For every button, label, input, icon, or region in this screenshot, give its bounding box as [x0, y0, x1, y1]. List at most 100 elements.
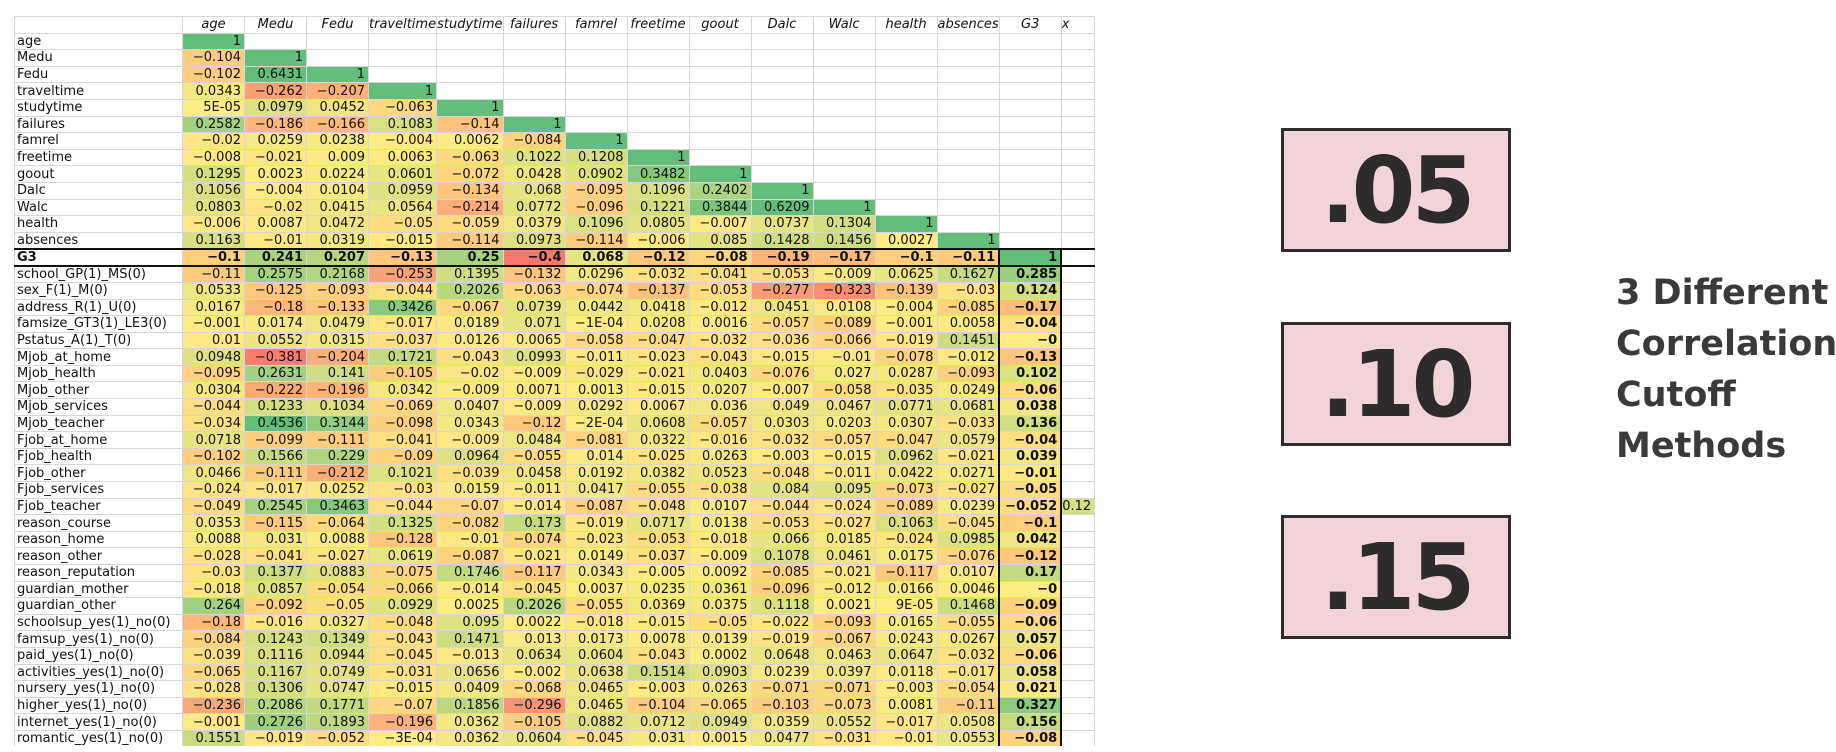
row-label: goout	[14, 165, 183, 183]
heatmap-cell: 0.0428	[502, 165, 566, 183]
empty-cell	[688, 49, 752, 67]
heatmap-cell: 0.12	[1060, 497, 1096, 516]
heatmap-cell: 0.1096	[564, 215, 628, 233]
empty-cell	[564, 65, 628, 84]
heatmap-cell: −0.12	[626, 247, 690, 267]
empty-cell	[1060, 49, 1096, 67]
heatmap-cell: 0.1746	[436, 564, 504, 582]
heatmap-cell: 0.0369	[626, 597, 690, 615]
heatmap-cell: 0.0002	[688, 646, 752, 665]
column-header: age	[182, 16, 245, 34]
heatmap-cell: 0.1349	[306, 630, 369, 648]
empty-cell	[1060, 547, 1096, 565]
heatmap-cell: −0.002	[502, 663, 566, 682]
heatmap-cell: −0.039	[436, 464, 504, 483]
heatmap-cell: 0.0173	[564, 630, 628, 648]
heatmap-cell: −0.11	[936, 696, 1000, 715]
heatmap-cell: 1	[306, 65, 369, 84]
heatmap-cell: −0.125	[244, 281, 307, 300]
heatmap-cell: −0.093	[306, 281, 369, 300]
heatmap-cell: −0.063	[436, 148, 504, 167]
empty-cell	[306, 49, 369, 67]
heatmap-cell: 0.042	[998, 530, 1063, 549]
heatmap-cell: −0.05	[306, 597, 369, 615]
heatmap-cell: 0.0185	[812, 530, 876, 549]
row-label: famsup_yes(1)_no(0)	[14, 630, 183, 648]
heatmap-cell: −0.005	[626, 564, 690, 582]
empty-cell	[367, 49, 438, 67]
heatmap-cell: −0.102	[182, 65, 245, 84]
empty-cell	[1060, 181, 1096, 200]
heatmap-cell: −0.033	[936, 414, 1000, 433]
heatmap-cell: 0.0533	[182, 281, 245, 300]
row-label: Fjob_teacher	[14, 497, 183, 516]
row-label: traveltime	[14, 82, 183, 100]
correlation-table: age Medu Fedu traveltime studytime failures fa…	[14, 16, 1096, 746]
heatmap-cell: 0.241	[244, 247, 307, 267]
heatmap-cell: −0.024	[874, 530, 938, 549]
heatmap-cell: 0.0126	[436, 331, 504, 350]
empty-cell	[874, 148, 938, 167]
heatmap-cell: 0.0962	[874, 447, 938, 466]
heatmap-cell: 0.0067	[626, 398, 690, 416]
heatmap-cell: −0.05	[998, 481, 1063, 499]
row-label: absences	[14, 231, 183, 250]
heatmap-cell: −0.065	[688, 696, 752, 715]
heatmap-cell: 0.1721	[367, 348, 438, 366]
table-row: Medu −0.104 1	[14, 49, 1096, 67]
empty-cell	[436, 65, 504, 84]
heatmap-cell: 0.1395	[436, 265, 504, 283]
heatmap-cell: −0.053	[626, 530, 690, 549]
heatmap-cell: −0.041	[244, 547, 307, 565]
heatmap-cell: 0.25	[436, 247, 504, 267]
heatmap-cell: 0.1163	[182, 231, 245, 250]
heatmap-cell: −0.17	[812, 247, 876, 267]
heatmap-cell: −0.012	[688, 298, 752, 317]
empty-cell	[874, 98, 938, 117]
heatmap-cell: −0.063	[502, 281, 566, 300]
heatmap-cell: 0.0479	[306, 315, 369, 333]
heatmap-cell: 0.0149	[564, 547, 628, 565]
empty-cell	[367, 32, 438, 51]
heatmap-cell: −0.09	[998, 597, 1063, 615]
heatmap-cell: 0.0062	[436, 132, 504, 150]
heatmap-cell: 1	[936, 231, 1000, 250]
heatmap-cell: 0.0903	[688, 663, 752, 682]
heatmap-cell: 0.0088	[306, 530, 369, 549]
heatmap-cell: 0.031	[626, 729, 690, 746]
empty-cell	[812, 32, 876, 51]
heatmap-cell: 0.1078	[750, 547, 814, 565]
empty-cell	[750, 132, 814, 150]
column-header: health	[874, 16, 938, 34]
column-header: studytime	[436, 16, 504, 34]
heatmap-cell: 0.0472	[306, 215, 369, 233]
heatmap-cell: −0.031	[367, 663, 438, 682]
heatmap-cell: 0.0463	[812, 646, 876, 665]
heatmap-cell: −0.085	[936, 298, 1000, 317]
heatmap-cell: −0.027	[306, 547, 369, 565]
heatmap-cell: −0.044	[367, 497, 438, 516]
heatmap-cell: −0.021	[936, 447, 1000, 466]
heatmap-cell: −0.028	[182, 680, 245, 698]
caption-line: Cutoff	[1616, 375, 1736, 415]
heatmap-cell: −0.008	[182, 148, 245, 167]
heatmap-cell: 0.0747	[306, 680, 369, 698]
table-row: Mjob_at_home 0.0948 −0.381 −0.204 0.1721 −0.0…	[14, 348, 1096, 366]
heatmap-cell: −0.017	[244, 481, 307, 499]
heatmap-cell: 0.0296	[564, 265, 628, 283]
heatmap-cell: 0.0985	[936, 530, 1000, 549]
heatmap-cell: −0.027	[936, 481, 1000, 499]
row-label: internet_yes(1)_no(0)	[14, 713, 183, 731]
heatmap-cell: 0.068	[502, 181, 566, 200]
table-row: internet_yes(1)_no(0) −0.001 0.2726 0.1893−…	[14, 713, 1096, 731]
heatmap-cell: −0.071	[812, 680, 876, 698]
empty-cell	[812, 65, 876, 84]
heatmap-cell: 0.066	[750, 530, 814, 549]
empty-cell	[936, 65, 1000, 84]
heatmap-cell: −0.139	[874, 281, 938, 300]
table-row: Mjob_other 0.0304 −0.222 −0.196 0.0342 −0.009…	[14, 381, 1096, 400]
heatmap-cell: −0.296	[502, 696, 566, 715]
heatmap-cell: −1E-04	[564, 315, 628, 333]
heatmap-cell: 0.0805	[626, 215, 690, 233]
cutoff-box-15: .15	[1281, 515, 1511, 639]
